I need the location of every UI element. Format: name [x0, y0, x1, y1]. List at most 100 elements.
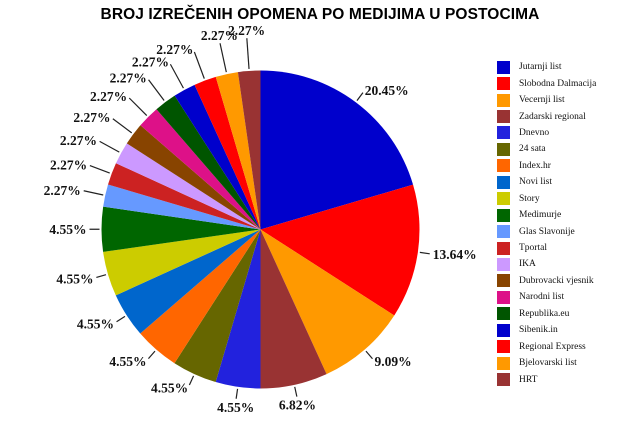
- legend-swatch: [497, 307, 510, 321]
- legend-swatch: [497, 93, 510, 107]
- leader-line: [169, 63, 184, 89]
- legend-label: Regional Express: [519, 341, 586, 352]
- slice-percentage-label: 2.27%: [50, 158, 87, 173]
- percentage-labels: 20.45% 13.64% 9.09% 6.82% 4.55% 4.55% 4.55% 4.5…: [44, 23, 477, 415]
- legend-item-narodni-list: Narodni list: [497, 289, 615, 305]
- legend-item-dubrovacki-vjesnik: Dubrovacki vjesnik: [497, 273, 615, 289]
- legend-swatch: [497, 110, 510, 124]
- leader-line: [193, 51, 205, 79]
- slice-percentage-label: 13.64%: [433, 247, 477, 262]
- slice-percentage-label: 4.55%: [49, 222, 86, 237]
- legend-item-tportal: Tportal: [497, 240, 615, 256]
- pie-slice-regional-express: [194, 76, 261, 230]
- legend-item-hrt: HRT: [497, 371, 615, 387]
- legend-label: Republika.eu: [519, 308, 570, 319]
- leader-line: [89, 165, 110, 174]
- leader-lines: [83, 38, 430, 399]
- legend-swatch: [497, 373, 510, 387]
- slice-percentage-label: 4.55%: [217, 400, 254, 415]
- leader-line: [147, 350, 156, 360]
- legend-item-slobodna-dalmacija: Slobodna Dalmacija: [497, 75, 615, 91]
- slice-percentage-label: 2.27%: [110, 70, 147, 85]
- legend-swatch: [497, 274, 510, 288]
- slice-percentage-label: 20.45%: [365, 83, 409, 98]
- legend-swatch: [497, 159, 510, 173]
- legend-label: Medimurje: [519, 210, 562, 221]
- slice-percentage-label: 2.27%: [228, 23, 265, 38]
- legend-label: Glas Slavonije: [519, 226, 575, 237]
- legend-label: Narodni list: [519, 292, 565, 303]
- pie-slice-medimurje: [101, 206, 261, 252]
- legend-swatch: [497, 126, 510, 140]
- slice-percentage-label: 4.55%: [151, 381, 188, 396]
- leader-line: [235, 388, 239, 399]
- legend-item-glas-slavonije: Glas Slavonije: [497, 223, 615, 239]
- legend-item-sibenik-in: Sibenik.in: [497, 322, 615, 338]
- leader-line: [246, 38, 250, 69]
- legend-label: Vecernji list: [519, 95, 565, 106]
- legend-label: Sibenik.in: [519, 325, 558, 336]
- pie-slice-hrt: [237, 70, 261, 230]
- leader-line: [294, 386, 298, 397]
- leader-line: [96, 274, 107, 279]
- chart-title: BROJ IZREČENIH OPOMENA PO MEDIJIMA U POS…: [100, 6, 540, 23]
- pie-slices: [101, 70, 420, 389]
- legend-label: Jutarnji list: [519, 62, 562, 73]
- legend-label: Bjelovarski list: [519, 358, 577, 369]
- legend-item-story: Story: [497, 191, 615, 207]
- legend-swatch: [497, 60, 510, 74]
- legend-label: Tportal: [519, 243, 547, 254]
- legend-swatch: [497, 192, 510, 206]
- leader-line: [419, 251, 430, 255]
- legend-item-24-sata: 24 sata: [497, 141, 615, 157]
- slice-percentage-label: 9.09%: [374, 354, 411, 369]
- legend-label: Slobodna Dalmacija: [519, 78, 597, 89]
- pie-slice-tportal: [108, 163, 261, 230]
- legend-swatch: [497, 340, 510, 354]
- slice-percentage-label: 4.55%: [109, 354, 146, 369]
- slice-percentage-label: 4.55%: [77, 316, 114, 331]
- leader-line: [148, 79, 165, 101]
- pie-slice-story: [103, 229, 261, 296]
- legend-label: Index.hr: [519, 160, 551, 171]
- legend-item-novi-list: Novi list: [497, 174, 615, 190]
- slice-percentage-label: 2.27%: [60, 133, 97, 148]
- pie-slice-glas-slavonije: [103, 184, 261, 230]
- legend-item-index-hr: Index.hr: [497, 158, 615, 174]
- legend-item-jutarnji-list: Jutarnji list: [497, 59, 615, 75]
- leader-line: [188, 375, 195, 386]
- pie-slice-dubrovacki-vjesnik: [126, 125, 261, 230]
- legend-swatch: [497, 225, 510, 239]
- legend-item-medimurje: Medimurje: [497, 207, 615, 223]
- leader-line: [116, 315, 126, 323]
- leader-line: [83, 190, 104, 196]
- leader-line: [356, 92, 364, 101]
- pie-slice-index-hr: [140, 229, 261, 364]
- legend-label: Zadarski regional: [519, 111, 586, 122]
- legend-item-regional-express: Regional Express: [497, 338, 615, 354]
- pie-slice-dnevno: [215, 229, 261, 389]
- legend-swatch: [497, 77, 510, 91]
- legend-label: Dubrovacki vjesnik: [519, 275, 594, 286]
- pie-slice-slobodna-dalmacija: [260, 184, 420, 316]
- slice-percentage-label: 2.27%: [44, 183, 81, 198]
- legend-item-republika-eu: Republika.eu: [497, 306, 615, 322]
- chart-legend: Jutarnji list Slobodna Dalmacija Vecernji …: [497, 59, 615, 388]
- pie-slice-vecernji-list: [260, 229, 395, 375]
- legend-swatch: [497, 142, 510, 156]
- legend-swatch: [497, 257, 510, 271]
- legend-label: HRT: [519, 374, 538, 385]
- pie-slice-zadarski-regional: [260, 229, 327, 389]
- pie-slice-jutarnji-list: [260, 70, 414, 230]
- legend-item-bjelovarski-list: Bjelovarski list: [497, 355, 615, 371]
- leader-line: [219, 43, 227, 73]
- slice-percentage-label: 2.27%: [90, 89, 127, 104]
- legend-swatch: [497, 323, 510, 337]
- pie-slice-24-sata: [174, 229, 261, 383]
- slice-percentage-label: 2.27%: [156, 42, 193, 57]
- legend-label: IKA: [519, 259, 536, 270]
- legend-swatch: [497, 208, 510, 222]
- legend-swatch: [497, 241, 510, 255]
- legend-label: 24 sata: [519, 144, 546, 155]
